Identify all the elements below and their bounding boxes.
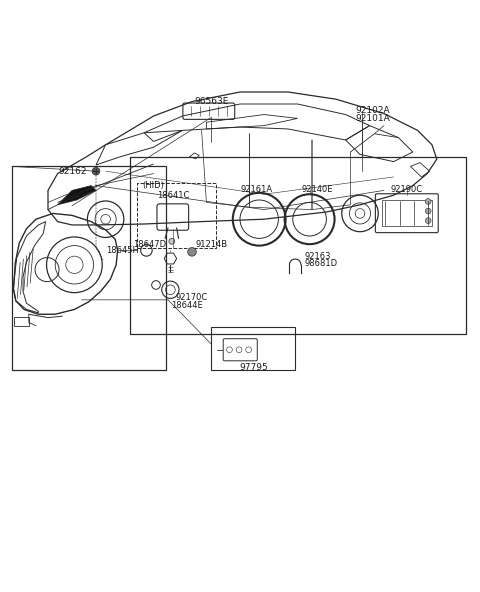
Text: 92170C: 92170C [175, 294, 207, 303]
Circle shape [425, 218, 431, 224]
Polygon shape [58, 186, 96, 205]
Text: 97795: 97795 [239, 362, 268, 372]
Text: 91214B: 91214B [196, 240, 228, 249]
Text: 92101A: 92101A [355, 114, 390, 123]
Circle shape [188, 247, 196, 256]
Text: 92163: 92163 [305, 252, 331, 260]
Text: 96563E: 96563E [194, 96, 228, 105]
Circle shape [425, 208, 431, 214]
Text: 92140E: 92140E [301, 185, 333, 194]
Circle shape [425, 198, 431, 204]
Text: 18644E: 18644E [171, 301, 203, 310]
Text: 92161A: 92161A [241, 185, 273, 194]
Text: 18641C: 18641C [156, 191, 189, 200]
Text: 18647D: 18647D [133, 240, 167, 249]
Text: 92190C: 92190C [391, 185, 423, 194]
Text: (HID): (HID) [142, 181, 164, 189]
Text: 92162: 92162 [58, 167, 86, 176]
Text: 18645H: 18645H [107, 246, 139, 255]
Circle shape [169, 239, 175, 244]
Text: 98681D: 98681D [305, 259, 338, 268]
Text: 92102A: 92102A [355, 106, 390, 115]
Circle shape [92, 168, 100, 175]
